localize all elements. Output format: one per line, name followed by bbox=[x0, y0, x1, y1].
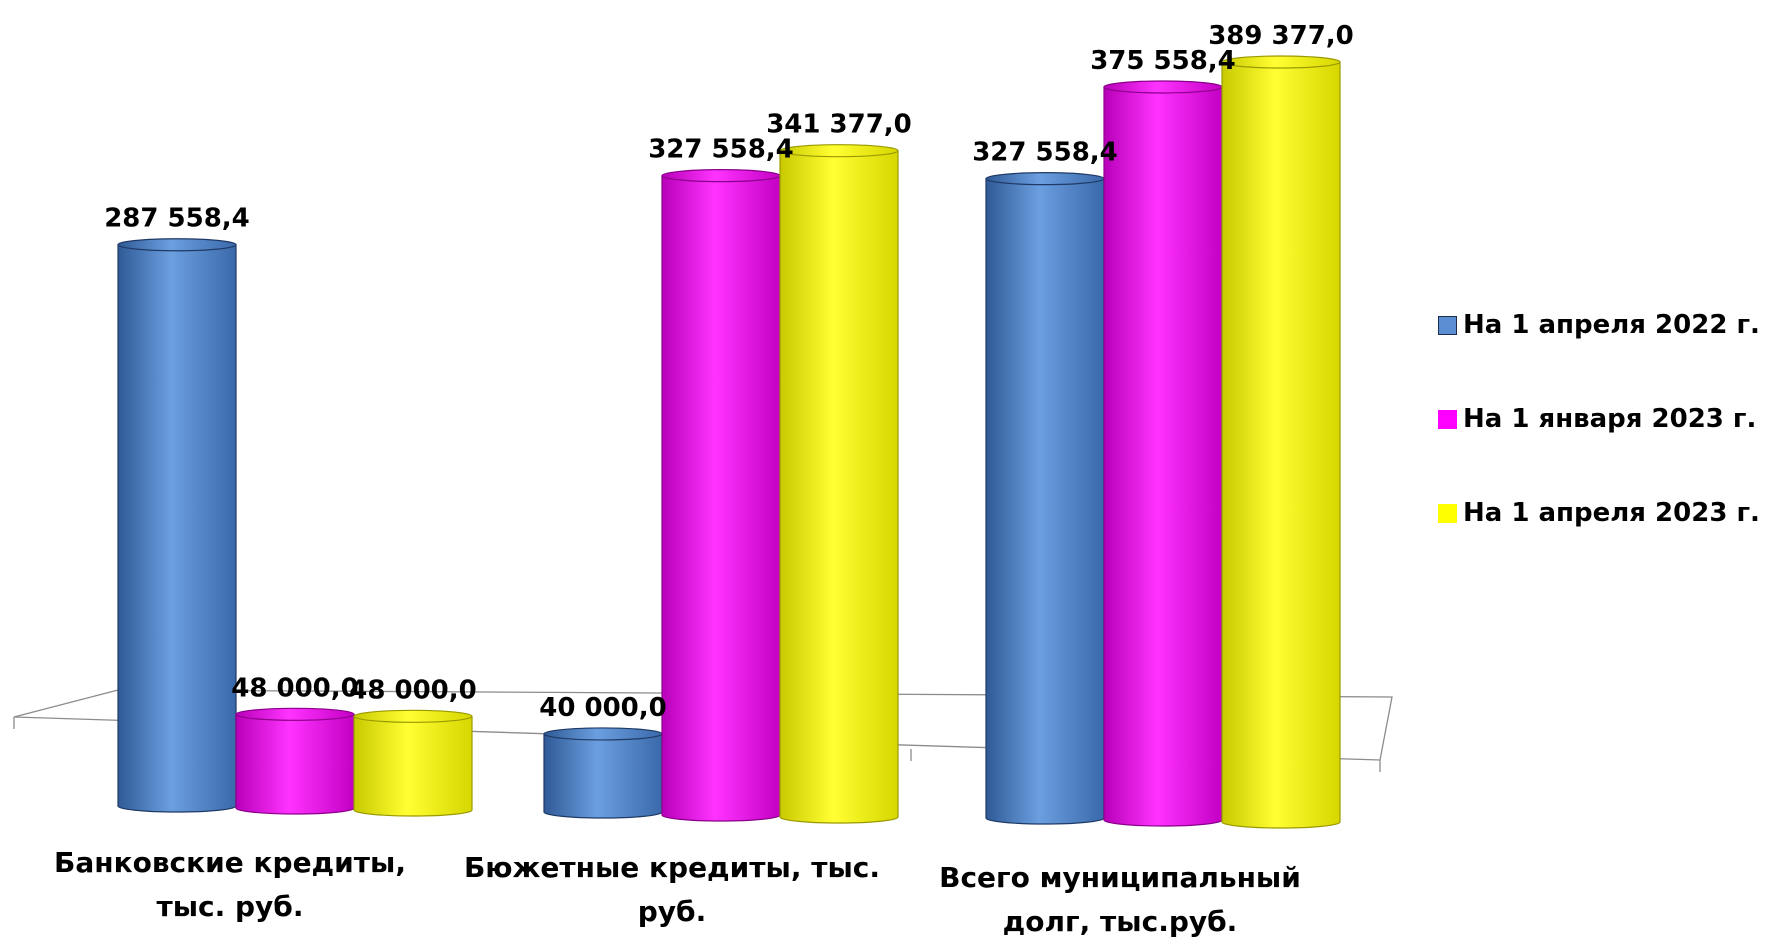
legend-swatch-series-2 bbox=[1438, 409, 1457, 429]
category-label-line: Бюжетные кредиты, тыс. bbox=[464, 851, 880, 884]
category-label-line: долг, тыс.руб. bbox=[1003, 905, 1238, 938]
bar-body bbox=[1221, 61, 1341, 829]
legend-item-series-1: На 1 апреля 2022 г. bbox=[1438, 310, 1760, 340]
legend-swatch-series-1 bbox=[1438, 315, 1457, 335]
bar-1-series-2 bbox=[235, 707, 355, 815]
data-label: 341 377,0 bbox=[766, 110, 912, 140]
data-labels-layer: 287 558,4 40 000,0 327 558,4 48 000,0 327 55… bbox=[104, 21, 1354, 723]
data-label: 375 558,4 bbox=[1090, 46, 1236, 76]
bar-body bbox=[985, 178, 1105, 825]
bar-top bbox=[353, 709, 473, 723]
category-label-line: тыс. руб. bbox=[156, 890, 303, 923]
category-label-1: Банковские кредиты, тыс. руб. bbox=[54, 846, 406, 923]
bar-body bbox=[1103, 86, 1223, 827]
bar-1-series-3 bbox=[353, 709, 473, 817]
bar-3-series-2 bbox=[1103, 80, 1223, 827]
legend-item-series-2: На 1 января 2023 г. bbox=[1438, 404, 1760, 434]
data-label: 287 558,4 bbox=[104, 204, 250, 234]
category-label-line: руб. bbox=[638, 895, 706, 928]
legend-label-series-3: На 1 апреля 2023 г. bbox=[1463, 498, 1760, 528]
category-label-line: Всего муниципальный bbox=[939, 861, 1301, 894]
legend-label-series-1: На 1 апреля 2022 г. bbox=[1463, 310, 1760, 340]
bar-2-series-1 bbox=[543, 727, 663, 819]
bar-top bbox=[985, 172, 1105, 186]
legend-item-series-3: На 1 апреля 2023 г. bbox=[1438, 498, 1760, 528]
floor-outline bbox=[13, 689, 1393, 761]
bar-top bbox=[1221, 55, 1341, 69]
data-label: 327 558,4 bbox=[648, 135, 794, 165]
bar-body bbox=[235, 713, 355, 815]
bar-3-series-1 bbox=[985, 172, 1105, 825]
bar-top bbox=[779, 144, 899, 158]
category-label-2: Бюжетные кредиты, тыс. руб. bbox=[464, 851, 880, 928]
bar-top bbox=[661, 169, 781, 183]
bar-top bbox=[117, 238, 237, 252]
bar-body bbox=[779, 150, 899, 824]
bar-1-series-1 bbox=[117, 238, 237, 813]
bar-2-series-3 bbox=[779, 144, 899, 824]
bar-body bbox=[117, 244, 237, 813]
data-label: 327 558,4 bbox=[972, 138, 1118, 168]
category-label-3: Всего муниципальный долг, тыс.руб. bbox=[939, 861, 1301, 938]
data-label: 389 377,0 bbox=[1208, 21, 1354, 51]
bar-2-series-2 bbox=[661, 169, 781, 822]
bar-body bbox=[543, 733, 663, 819]
bars-layer bbox=[117, 55, 1341, 829]
data-label: 40 000,0 bbox=[539, 693, 666, 723]
legend-swatch-series-3 bbox=[1438, 503, 1457, 523]
data-label: 48 000,0 bbox=[231, 673, 358, 703]
bar-body bbox=[661, 175, 781, 822]
category-labels-layer: Банковские кредиты, тыс. руб. Бюжетные кре… bbox=[54, 846, 1301, 938]
bar-body bbox=[353, 715, 473, 817]
bar-top bbox=[235, 707, 355, 721]
data-label: 48 000,0 bbox=[349, 675, 476, 705]
bar-top bbox=[543, 727, 663, 741]
legend: На 1 апреля 2022 г. На 1 января 2023 г. … bbox=[1438, 310, 1760, 592]
bar-3-series-3 bbox=[1221, 55, 1341, 829]
bar-top bbox=[1103, 80, 1223, 94]
legend-label-series-2: На 1 января 2023 г. bbox=[1463, 404, 1757, 434]
category-label-line: Банковские кредиты, bbox=[54, 846, 406, 879]
